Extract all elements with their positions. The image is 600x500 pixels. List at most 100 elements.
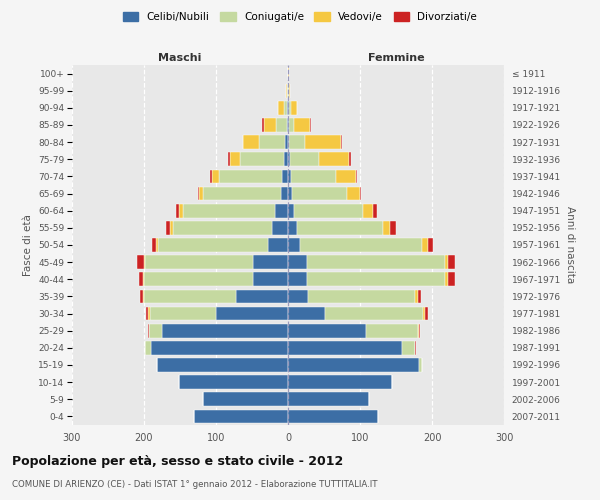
- Bar: [203, 392, 288, 406]
- Bar: [291, 170, 335, 183]
- Bar: [288, 170, 291, 183]
- Bar: [151, 341, 288, 354]
- Bar: [445, 256, 448, 269]
- Bar: [262, 118, 263, 132]
- Bar: [284, 152, 288, 166]
- Bar: [148, 306, 150, 320]
- Bar: [288, 290, 308, 304]
- Bar: [288, 392, 368, 406]
- Bar: [307, 272, 445, 286]
- Bar: [288, 324, 366, 338]
- Bar: [166, 221, 170, 234]
- Bar: [144, 272, 253, 286]
- Bar: [199, 186, 203, 200]
- Bar: [295, 118, 310, 132]
- Bar: [294, 204, 363, 218]
- Bar: [287, 84, 288, 98]
- Bar: [144, 290, 236, 304]
- Text: Popolazione per età, sesso e stato civile - 2012: Popolazione per età, sesso e stato civil…: [12, 455, 343, 468]
- Bar: [418, 324, 419, 338]
- Bar: [143, 272, 144, 286]
- Bar: [263, 118, 277, 132]
- Bar: [422, 238, 428, 252]
- Bar: [146, 306, 148, 320]
- Bar: [288, 341, 402, 354]
- Bar: [230, 152, 240, 166]
- Bar: [288, 358, 419, 372]
- Bar: [219, 170, 282, 183]
- Bar: [281, 186, 288, 200]
- Bar: [288, 118, 289, 132]
- Bar: [286, 84, 287, 98]
- Bar: [347, 186, 360, 200]
- Bar: [148, 324, 149, 338]
- Bar: [228, 152, 230, 166]
- Bar: [162, 324, 288, 338]
- Bar: [445, 272, 448, 286]
- Bar: [415, 341, 416, 354]
- Bar: [356, 170, 357, 183]
- Text: Femmine: Femmine: [368, 54, 424, 64]
- Bar: [383, 221, 390, 234]
- Bar: [415, 290, 418, 304]
- Bar: [145, 341, 151, 354]
- Bar: [422, 306, 425, 320]
- Bar: [363, 204, 373, 218]
- Bar: [236, 290, 288, 304]
- Bar: [291, 101, 296, 114]
- Bar: [149, 324, 162, 338]
- Bar: [216, 306, 288, 320]
- Y-axis label: Anni di nascita: Anni di nascita: [565, 206, 575, 284]
- Bar: [288, 256, 307, 269]
- Bar: [244, 136, 259, 149]
- Bar: [288, 410, 378, 424]
- Bar: [310, 118, 311, 132]
- Bar: [428, 238, 433, 252]
- Bar: [289, 101, 291, 114]
- Bar: [277, 118, 287, 132]
- Bar: [288, 101, 289, 114]
- Bar: [335, 170, 356, 183]
- Bar: [155, 238, 158, 252]
- Bar: [288, 186, 292, 200]
- Bar: [296, 221, 383, 234]
- Legend: Celibi/Nubili, Coniugati/e, Vedovi/e, Divorziati/e: Celibi/Nubili, Coniugati/e, Vedovi/e, Di…: [119, 8, 481, 26]
- Bar: [288, 272, 307, 286]
- Bar: [268, 238, 288, 252]
- Bar: [288, 306, 325, 320]
- Bar: [275, 204, 288, 218]
- Bar: [176, 204, 179, 218]
- Bar: [319, 152, 349, 166]
- Bar: [144, 256, 145, 269]
- Bar: [289, 84, 290, 98]
- Bar: [145, 256, 253, 269]
- Bar: [290, 152, 319, 166]
- Bar: [288, 136, 289, 149]
- Bar: [325, 306, 422, 320]
- Bar: [418, 290, 421, 304]
- Bar: [308, 290, 415, 304]
- Bar: [143, 290, 144, 304]
- Bar: [349, 152, 350, 166]
- Bar: [179, 376, 288, 389]
- Bar: [289, 136, 305, 149]
- Bar: [140, 290, 143, 304]
- Bar: [210, 170, 212, 183]
- Bar: [150, 306, 216, 320]
- Bar: [212, 170, 219, 183]
- Bar: [448, 272, 455, 286]
- Text: COMUNE DI ARIENZO (CE) - Dati ISTAT 1° gennaio 2012 - Elaborazione TUTTITALIA.IT: COMUNE DI ARIENZO (CE) - Dati ISTAT 1° g…: [12, 480, 377, 489]
- Text: Maschi: Maschi: [158, 54, 202, 64]
- Bar: [183, 204, 275, 218]
- Bar: [425, 306, 428, 320]
- Bar: [288, 66, 289, 80]
- Bar: [272, 221, 288, 234]
- Bar: [240, 152, 284, 166]
- Bar: [288, 238, 299, 252]
- Bar: [139, 272, 143, 286]
- Bar: [419, 358, 422, 372]
- Bar: [341, 136, 342, 149]
- Bar: [366, 324, 418, 338]
- Bar: [288, 376, 392, 389]
- Y-axis label: Fasce di età: Fasce di età: [23, 214, 32, 276]
